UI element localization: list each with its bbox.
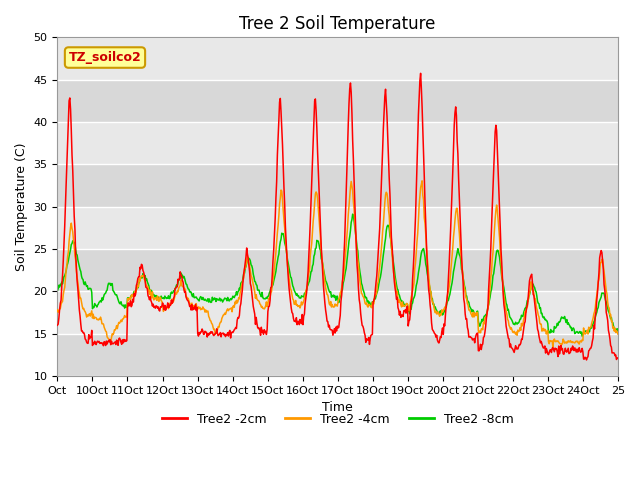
Tree2 -2cm [250, 308, 258, 313]
Tree2 -2cm [396, 312, 403, 318]
Bar [58, 206, 618, 249]
Tree2 -4cm [54, 307, 61, 312]
Tree2 -8cm [396, 295, 404, 301]
Tree2 -2cm [582, 357, 590, 363]
Legend: Tree2 -2cm, Tree2 -4cm, Tree2 -8cm: Tree2 -2cm, Tree2 -4cm, Tree2 -8cm [157, 408, 518, 431]
Tree2 -4cm [222, 309, 230, 315]
Tree2 -2cm [428, 320, 435, 326]
Tree2 -4cm [549, 344, 557, 350]
Title: Tree 2 Soil Temperature: Tree 2 Soil Temperature [239, 15, 436, 33]
Tree2 -2cm [119, 340, 127, 346]
Bar [58, 334, 618, 376]
Tree2 -2cm [417, 71, 424, 76]
Tree2 -2cm [222, 332, 230, 337]
Line: Tree2 -4cm: Tree2 -4cm [58, 181, 618, 347]
Bar [58, 37, 618, 80]
Bar [58, 164, 618, 206]
Tree2 -4cm [428, 295, 435, 300]
Tree2 -8cm [428, 296, 435, 301]
Tree2 -2cm [271, 216, 279, 221]
Text: TZ_soilco2: TZ_soilco2 [68, 51, 141, 64]
Tree2 -8cm [349, 211, 356, 217]
Tree2 -4cm [271, 257, 279, 263]
Tree2 -8cm [119, 303, 127, 309]
Bar [58, 291, 618, 334]
Tree2 -2cm [614, 355, 622, 361]
Tree2 -8cm [54, 288, 61, 294]
Line: Tree2 -8cm: Tree2 -8cm [58, 214, 618, 336]
Tree2 -4cm [250, 286, 258, 291]
Tree2 -4cm [418, 178, 426, 184]
Tree2 -8cm [579, 333, 586, 339]
Tree2 -2cm [54, 323, 61, 328]
Y-axis label: Soil Temperature (C): Soil Temperature (C) [15, 143, 28, 271]
Tree2 -4cm [396, 297, 403, 303]
Tree2 -8cm [250, 275, 258, 280]
Line: Tree2 -2cm: Tree2 -2cm [58, 73, 618, 360]
Bar [58, 80, 618, 122]
Tree2 -4cm [614, 331, 622, 337]
Tree2 -8cm [222, 296, 230, 302]
Bar [58, 249, 618, 291]
Tree2 -4cm [119, 316, 127, 322]
Tree2 -8cm [271, 272, 279, 277]
Tree2 -8cm [614, 328, 622, 334]
Bar [58, 122, 618, 164]
X-axis label: Time: Time [323, 401, 353, 414]
